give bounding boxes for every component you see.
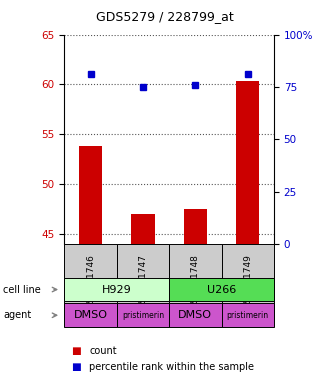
Bar	[169, 278, 274, 301]
Text: GSM351746: GSM351746	[86, 254, 95, 309]
Text: count: count	[89, 346, 117, 356]
Bar	[169, 244, 221, 319]
Text: GDS5279 / 228799_at: GDS5279 / 228799_at	[96, 10, 234, 23]
Text: H929: H929	[102, 285, 132, 295]
Bar	[183, 209, 207, 244]
Bar	[117, 244, 169, 319]
Bar	[64, 303, 117, 327]
Text: GSM351748: GSM351748	[191, 254, 200, 309]
Bar	[117, 303, 169, 327]
Text: ■: ■	[71, 362, 81, 372]
Text: cell line: cell line	[3, 285, 41, 295]
Bar	[169, 303, 221, 327]
Bar	[221, 244, 274, 319]
Bar	[236, 81, 259, 244]
Text: pristimerin: pristimerin	[227, 311, 269, 320]
Bar	[64, 278, 169, 301]
Bar	[79, 146, 102, 244]
Text: DMSO: DMSO	[178, 310, 212, 320]
Bar	[221, 303, 274, 327]
Text: DMSO: DMSO	[74, 310, 108, 320]
Text: agent: agent	[3, 310, 32, 320]
Text: ■: ■	[71, 346, 81, 356]
Text: GSM351749: GSM351749	[243, 254, 252, 309]
Bar	[64, 244, 117, 319]
Bar	[131, 214, 155, 244]
Text: pristimerin: pristimerin	[122, 311, 164, 320]
Text: percentile rank within the sample: percentile rank within the sample	[89, 362, 254, 372]
Text: U266: U266	[207, 285, 236, 295]
Text: GSM351747: GSM351747	[138, 254, 148, 309]
